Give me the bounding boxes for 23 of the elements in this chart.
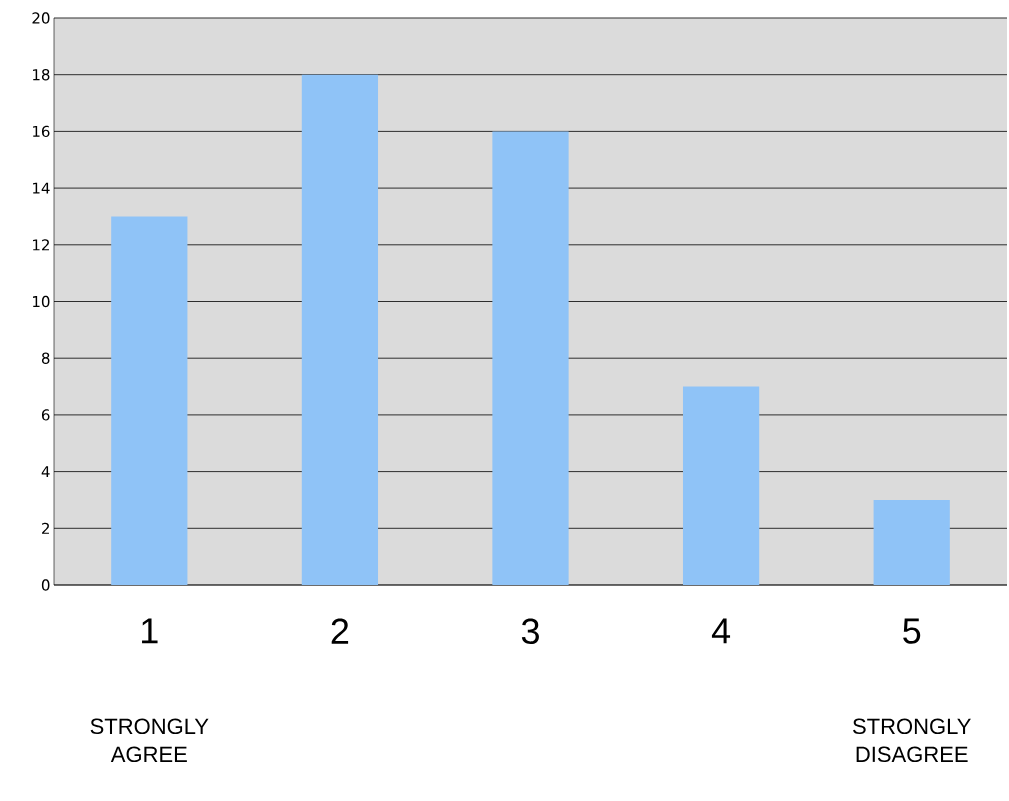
- x-tick-label: 3: [521, 618, 539, 645]
- x-tick-label: 2: [331, 618, 349, 644]
- y-tick-label: 0: [41, 579, 50, 591]
- text: STRONGLY DISAGREE: [853, 718, 971, 763]
- bar: [682, 386, 760, 585]
- x-tick-label: 1: [142, 618, 158, 644]
- y-tick-label: 4: [41, 466, 50, 478]
- y-tick-label: 18: [33, 69, 50, 81]
- x-tick-label: 5: [903, 618, 921, 644]
- text: STRONGLY AGREE: [90, 718, 209, 763]
- y-tick-label: 16: [33, 125, 50, 138]
- y-tick-label: 14: [33, 182, 50, 194]
- y-tick-label: 10: [33, 295, 50, 308]
- y-tick-label: 8: [41, 352, 50, 364]
- bar: [111, 216, 188, 585]
- bar: [492, 131, 569, 585]
- x-tick-label: 4: [711, 618, 731, 644]
- y-tick-label: 6: [41, 409, 50, 421]
- bar: [873, 499, 950, 585]
- y-tick-label: 2: [42, 522, 49, 534]
- bar: [301, 74, 379, 585]
- y-tick-label: 20: [32, 12, 50, 24]
- y-tick-label: 12: [33, 239, 49, 251]
